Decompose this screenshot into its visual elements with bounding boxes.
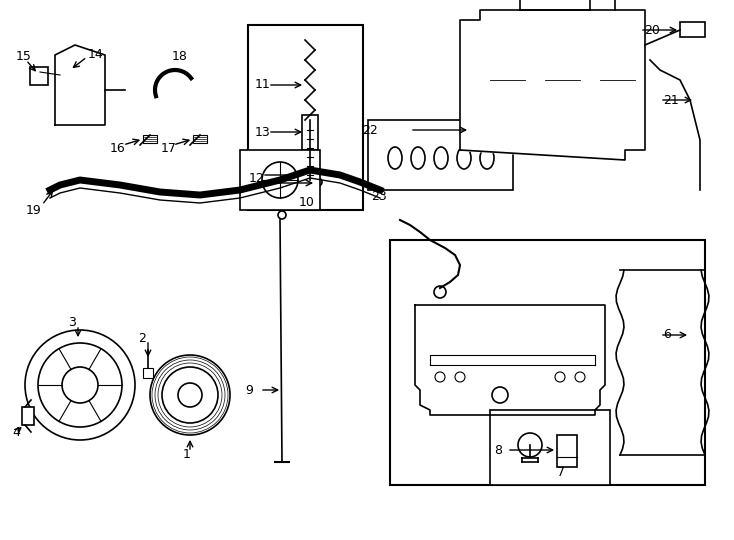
Text: 17: 17	[161, 141, 177, 154]
Bar	[390, 240, 705, 485]
Text: 14: 14	[88, 49, 103, 62]
Text: 11: 11	[255, 78, 271, 91]
Text: 1: 1	[183, 449, 191, 462]
Bar	[193, 135, 207, 143]
Bar	[680, 22, 705, 37]
Text: 4: 4	[12, 426, 20, 438]
Text: 6: 6	[663, 328, 671, 341]
Bar	[600, 55, 635, 110]
Polygon shape	[55, 45, 105, 125]
Bar	[368, 120, 513, 190]
Bar	[490, 55, 525, 110]
Bar	[248, 25, 363, 210]
Bar	[240, 150, 320, 210]
Text: 18: 18	[172, 51, 188, 64]
Text: 16: 16	[110, 141, 126, 154]
Bar	[490, 410, 610, 485]
Bar	[143, 135, 157, 143]
Text: 8: 8	[494, 443, 502, 456]
Text: 9: 9	[245, 383, 253, 396]
Text: 12: 12	[249, 172, 265, 186]
Polygon shape	[460, 10, 645, 160]
Text: 15: 15	[16, 51, 32, 64]
Text: 10: 10	[299, 195, 315, 208]
Text: 7: 7	[557, 465, 565, 478]
Bar	[302, 115, 318, 150]
Text: 23: 23	[371, 190, 387, 202]
Bar	[30, 67, 48, 85]
Bar	[557, 435, 577, 467]
Text: 22: 22	[362, 124, 378, 137]
Text: 19: 19	[26, 204, 42, 217]
Text: 20: 20	[644, 24, 660, 37]
Text: 2: 2	[138, 332, 146, 345]
Text: 21: 21	[663, 93, 679, 106]
Text: 3: 3	[68, 315, 76, 328]
Text: 13: 13	[255, 125, 271, 138]
Bar	[22, 407, 34, 425]
Bar	[143, 368, 153, 378]
Bar	[545, 55, 580, 110]
